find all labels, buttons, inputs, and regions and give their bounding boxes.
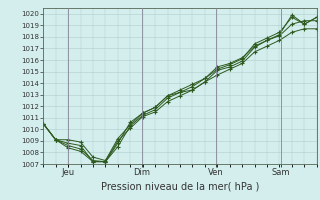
X-axis label: Pression niveau de la mer( hPa ): Pression niveau de la mer( hPa )	[101, 181, 259, 191]
